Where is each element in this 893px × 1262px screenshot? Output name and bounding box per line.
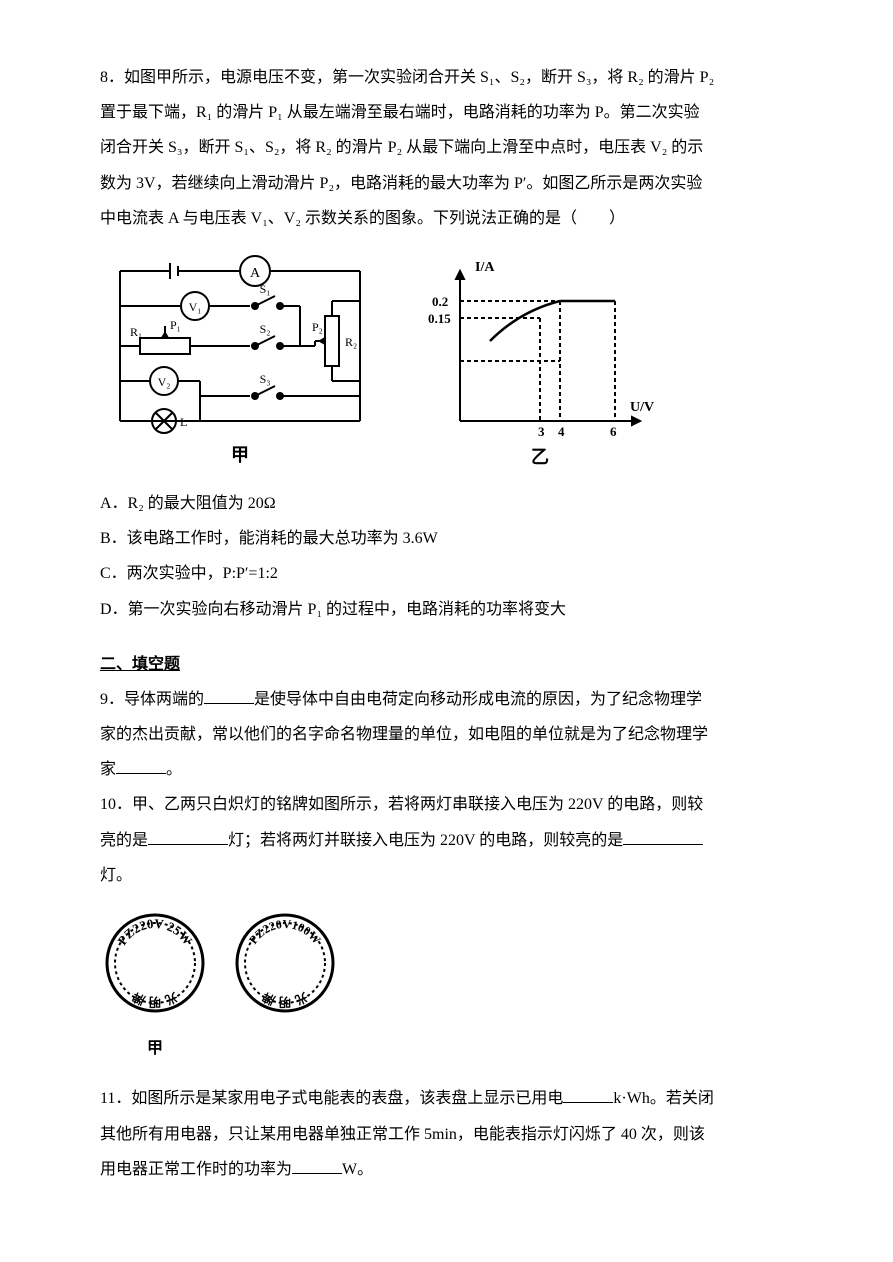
- bulb-1-label: 甲: [100, 1031, 210, 1066]
- svg-text:甲: 甲: [231, 445, 249, 465]
- blank: [563, 1086, 613, 1103]
- svg-text:R₁: R₁: [130, 325, 142, 339]
- option-d: D．第一次实验向右移动滑片 P₁ 的过程中，电路消耗的功率将变大: [100, 592, 793, 627]
- bulbs-diagram: PZ220V 25W 光 明 牌 甲 PZ220V100W 光 明 牌: [100, 908, 793, 1066]
- svg-text:P₂: P₂: [312, 320, 323, 334]
- svg-text:S₁: S₁: [260, 282, 271, 296]
- q11-part1: 11．如图所示是某家用电子式电能表的表盘，该表盘上显示已用电: [100, 1090, 563, 1107]
- q9-part2: 是使导体中自由电荷定向移动形成电流的原因，为了纪念物理学: [254, 691, 702, 708]
- q9-part5: 。: [166, 761, 182, 778]
- q11-part3: 其他所有用电器，只让某用电器单独正常工作 5min，电能表指示灯闪烁了 40 次…: [100, 1117, 793, 1152]
- q10-part1: 10．甲、乙两只白炽灯的铭牌如图所示，若将两灯串联接入电压为 220V 的电路，…: [100, 787, 793, 822]
- q8-options: A．R₂ 的最大阻值为 20Ω B．该电路工作时，能消耗的最大总功率为 3.6W…: [100, 486, 793, 627]
- q9-part1: 9．导体两端的: [100, 691, 204, 708]
- option-a: A．R₂ 的最大阻值为 20Ω: [100, 486, 793, 521]
- q11-part4: 用电器正常工作时的功率为: [100, 1161, 292, 1178]
- svg-text:PZ220V 25W: PZ220V 25W: [114, 916, 195, 948]
- blank: [148, 828, 228, 845]
- question-10: 10．甲、乙两只白炽灯的铭牌如图所示，若将两灯串联接入电压为 220V 的电路，…: [100, 787, 793, 893]
- blank: [292, 1157, 342, 1174]
- q8-text: 8．如图甲所示，电源电压不变，第一次实验闭合开关 S₁、S₂，断开 S₃，将 R…: [100, 60, 793, 236]
- q8-line2: 置于最下端，R₁ 的滑片 P₁ 从最左端滑至最右端时，电路消耗的功率为 P。第二…: [100, 95, 793, 130]
- question-11: 11．如图所示是某家用电子式电能表的表盘，该表盘上显示已用电 k·Wh。若关闭 其…: [100, 1081, 793, 1187]
- svg-text:6: 6: [610, 424, 617, 439]
- svg-text:S₂: S₂: [260, 322, 271, 336]
- blank: [204, 687, 254, 704]
- q8-figures: A V₁ S₁: [100, 251, 793, 471]
- bulb-2-container: PZ220V100W 光 明 牌: [230, 908, 340, 1031]
- svg-text:4: 4: [558, 424, 565, 439]
- q8-line1: 8．如图甲所示，电源电压不变，第一次实验闭合开关 S₁、S₂，断开 S₃，将 R…: [100, 60, 793, 95]
- bulb-1: PZ220V 25W 光 明 牌: [100, 908, 210, 1018]
- q10-part4: 灯。: [100, 858, 793, 893]
- blank: [623, 828, 703, 845]
- svg-text:U/V: U/V: [630, 400, 654, 415]
- svg-text:V₂: V₂: [158, 375, 171, 389]
- option-b: B．该电路工作时，能消耗的最大总功率为 3.6W: [100, 521, 793, 556]
- question-9: 9．导体两端的 是使导体中自由电荷定向移动形成电流的原因，为了纪念物理学 家的杰出…: [100, 682, 793, 788]
- q8-line4: 数为 3V，若继续向上滑动滑片 P₂，电路消耗的最大功率为 P′。如图乙所示是两…: [100, 166, 793, 201]
- q10-part3: 灯；若将两灯并联接入电压为 220V 的电路，则较亮的是: [228, 832, 623, 849]
- svg-text:0.2: 0.2: [432, 294, 448, 309]
- q11-part5: W。: [342, 1161, 373, 1178]
- q9-part3: 家的杰出贡献，常以他们的名字命名物理量的单位，如电阻的单位就是为了纪念物理学: [100, 717, 793, 752]
- circuit-diagram: A V₁ S₁: [100, 251, 380, 471]
- blank: [116, 757, 166, 774]
- svg-text:A: A: [250, 266, 261, 281]
- q10-part2: 亮的是: [100, 832, 148, 849]
- svg-text:0.15: 0.15: [428, 311, 451, 326]
- svg-text:PZ220V100W: PZ220V100W: [246, 917, 324, 947]
- svg-text:S₃: S₃: [260, 372, 271, 386]
- svg-text:R₂: R₂: [345, 335, 357, 349]
- q11-part2: k·Wh。若关闭: [613, 1090, 713, 1107]
- option-c: C．两次实验中，P:P′=1:2: [100, 556, 793, 591]
- svg-text:I/A: I/A: [475, 260, 495, 275]
- section2-header: 二、填空题: [100, 647, 793, 682]
- svg-text:3: 3: [538, 424, 545, 439]
- question-8: 8．如图甲所示，电源电压不变，第一次实验闭合开关 S₁、S₂，断开 S₃，将 R…: [100, 60, 793, 627]
- svg-text:乙: 乙: [531, 447, 549, 467]
- svg-text:V₁: V₁: [189, 300, 202, 314]
- graph-diagram: I/A U/V 0.2 0.15 3 4 6: [420, 251, 660, 471]
- bulb-1-container: PZ220V 25W 光 明 牌 甲: [100, 908, 210, 1066]
- q8-line5: 中电流表 A 与电压表 V₁、V₂ 示数关系的图象。下列说法正确的是（ ）: [100, 201, 793, 236]
- q9-part4: 家: [100, 761, 116, 778]
- svg-text:P₁: P₁: [170, 318, 181, 332]
- bulb-2: PZ220V100W 光 明 牌: [230, 908, 340, 1018]
- q8-line3: 闭合开关 S₃，断开 S₁、S₂，将 R₂ 的滑片 P₂ 从最下端向上滑至中点时…: [100, 130, 793, 165]
